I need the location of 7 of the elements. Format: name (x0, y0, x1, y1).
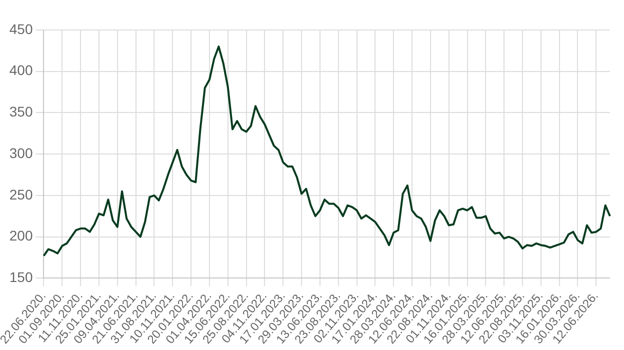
y-tick-label: 450 (9, 20, 33, 37)
y-tick-label: 350 (9, 104, 33, 120)
y-tick-label: 150 (9, 269, 33, 286)
y-tick-label: 250 (9, 186, 33, 202)
y-tick-label: 400 (9, 62, 33, 78)
y-tick-label: 300 (9, 144, 33, 161)
y-tick-label: 200 (9, 228, 33, 244)
